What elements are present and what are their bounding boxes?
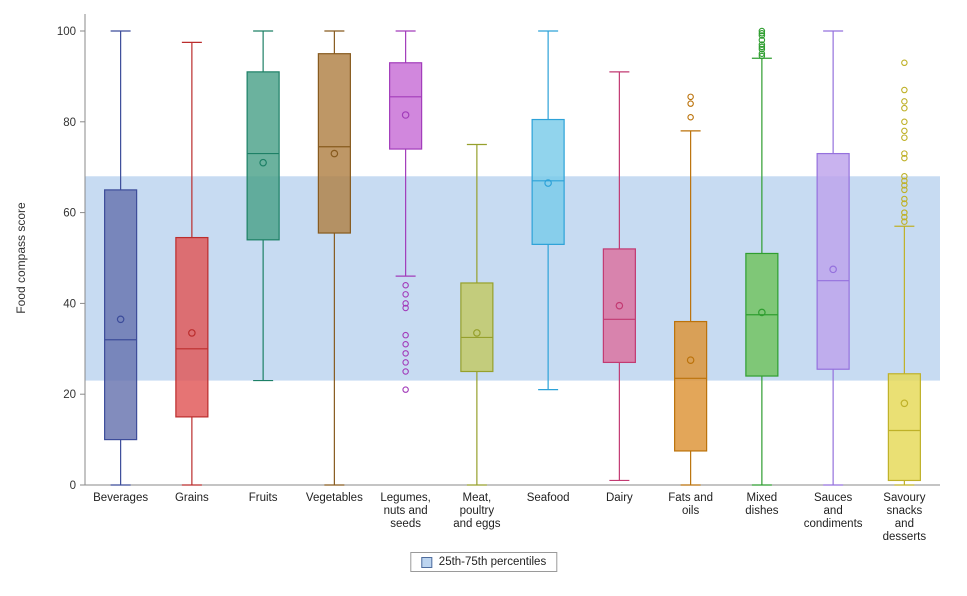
mean-marker bbox=[686, 356, 695, 364]
iqr-box bbox=[317, 53, 351, 234]
outlier-point bbox=[901, 127, 908, 135]
outlier-point bbox=[758, 45, 766, 53]
iqr-box bbox=[674, 320, 708, 452]
x-category-label: Beverages bbox=[93, 492, 148, 504]
outlier-point bbox=[901, 200, 908, 207]
iqr-box bbox=[246, 71, 280, 241]
iqr-box bbox=[602, 248, 636, 364]
legend-label: 25th-75th percentiles bbox=[438, 556, 547, 568]
outlier-point bbox=[901, 59, 908, 67]
outlier-point bbox=[901, 213, 908, 221]
mean-marker bbox=[330, 149, 339, 158]
x-category-label: Fruits bbox=[249, 492, 278, 504]
outlier-point bbox=[687, 114, 694, 121]
boxplot-vegetables: Vegetables bbox=[306, 30, 363, 504]
outlier-point bbox=[901, 134, 908, 141]
outlier-point bbox=[402, 368, 409, 375]
iqr-box bbox=[531, 118, 565, 245]
legend-swatch bbox=[420, 556, 432, 568]
boxplot-seafood: Seafood bbox=[527, 30, 570, 504]
outlier-point bbox=[901, 182, 908, 189]
y-tick-label: 20 bbox=[63, 389, 76, 401]
y-tick-label: 80 bbox=[63, 117, 76, 129]
x-category-label: Dairy bbox=[606, 492, 633, 504]
outlier-point bbox=[402, 386, 409, 393]
outlier-point bbox=[758, 32, 766, 39]
mean-marker bbox=[544, 179, 552, 187]
legend: 25th-75th percentiles bbox=[409, 552, 558, 572]
x-category-label: Mixed dishes bbox=[745, 492, 778, 517]
mean-marker bbox=[116, 315, 125, 324]
iqr-box bbox=[175, 236, 209, 418]
outlier-point bbox=[901, 209, 908, 216]
outlier-point bbox=[901, 98, 908, 105]
mean-marker bbox=[401, 111, 410, 119]
x-category-label: Fats and oils bbox=[668, 492, 713, 517]
mean-marker bbox=[259, 158, 267, 167]
outlier-point bbox=[901, 186, 908, 194]
outlier-point bbox=[758, 41, 766, 48]
iqr-box bbox=[460, 282, 494, 373]
x-category-label: Sauces and condiments bbox=[804, 492, 863, 530]
outlier-point bbox=[901, 195, 908, 203]
boxplot-fats-and-oils: Fats and oils bbox=[668, 93, 713, 517]
outlier-point bbox=[758, 36, 766, 44]
mean-marker bbox=[758, 308, 766, 317]
x-category-label: Vegetables bbox=[306, 492, 363, 504]
x-category-label: Seafood bbox=[527, 492, 570, 504]
boxplot-savoury-snacks-and-desserts: Savoury snacks and desserts bbox=[883, 59, 927, 543]
iqr-box bbox=[816, 152, 850, 370]
outlier-point bbox=[901, 104, 908, 112]
mean-marker bbox=[615, 301, 624, 310]
y-tick-label: 40 bbox=[63, 298, 76, 310]
outlier-point bbox=[901, 173, 908, 180]
outlier-point bbox=[402, 300, 409, 307]
y-tick-label: 0 bbox=[70, 480, 76, 492]
outlier-point bbox=[901, 150, 908, 157]
y-tick-label: 60 bbox=[63, 208, 76, 220]
outlier-point bbox=[901, 118, 908, 126]
outlier-point bbox=[901, 177, 908, 185]
outlier-point bbox=[687, 100, 694, 107]
iqr-box bbox=[887, 373, 921, 482]
mean-marker bbox=[473, 329, 481, 337]
boxplot-legumes-nuts-and-seeds: Legumes, nuts and seeds bbox=[380, 30, 431, 530]
boxplot-sauces-and-condiments: Sauces and condiments bbox=[804, 30, 863, 530]
iqr-box bbox=[104, 189, 138, 441]
outlier-point bbox=[758, 43, 766, 51]
percentile-band bbox=[85, 176, 940, 381]
outlier-point bbox=[402, 304, 409, 312]
outlier-point bbox=[758, 52, 766, 60]
mean-marker bbox=[188, 329, 196, 337]
x-category-label: Meat, poultry and eggs bbox=[453, 492, 501, 530]
x-category-label: Savoury snacks and desserts bbox=[883, 492, 927, 543]
x-category-label: Grains bbox=[175, 492, 209, 504]
boxplot-grains: Grains bbox=[175, 41, 209, 504]
outlier-point bbox=[758, 50, 766, 57]
boxplot-dairy: Dairy bbox=[602, 71, 636, 504]
outlier-point bbox=[402, 341, 409, 348]
outlier-point bbox=[758, 27, 766, 35]
outlier-point bbox=[402, 350, 409, 357]
outlier-point bbox=[901, 218, 908, 225]
boxplot-fruits: Fruits bbox=[246, 30, 280, 504]
outlier-point bbox=[758, 30, 766, 37]
boxplot-meat-poultry-and-eggs: Meat, poultry and eggs bbox=[453, 143, 501, 530]
outlier-point bbox=[402, 331, 409, 339]
boxplot-beverages: Beverages bbox=[93, 30, 148, 504]
outlier-point bbox=[901, 154, 908, 162]
outlier-point bbox=[402, 291, 409, 298]
outlier-point bbox=[901, 86, 908, 94]
outlier-point bbox=[402, 359, 409, 366]
y-tick-label: 100 bbox=[57, 26, 76, 38]
iqr-box bbox=[389, 62, 423, 150]
x-category-label: Legumes, nuts and seeds bbox=[380, 492, 431, 530]
mean-marker bbox=[829, 265, 837, 274]
mean-marker bbox=[900, 399, 909, 408]
outlier-point bbox=[687, 93, 694, 101]
outlier-point bbox=[402, 281, 409, 289]
boxplot-mixed-dishes: Mixed dishes bbox=[745, 27, 779, 517]
